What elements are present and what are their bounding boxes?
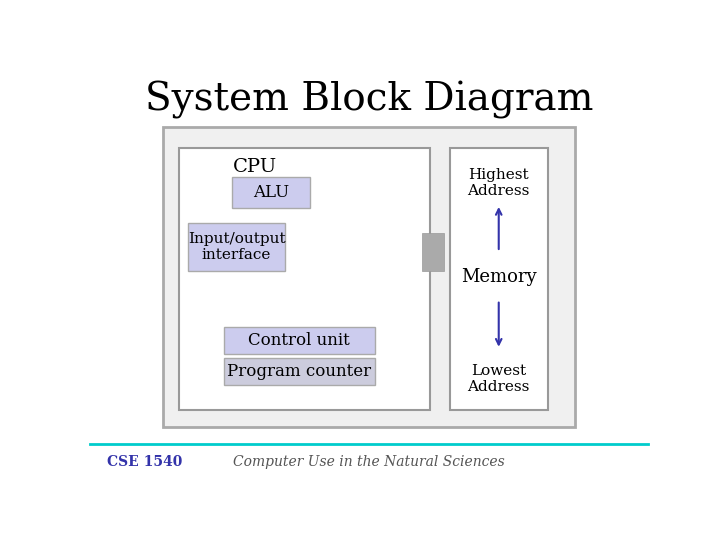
FancyBboxPatch shape xyxy=(188,223,285,271)
Text: Control unit: Control unit xyxy=(248,332,350,348)
Text: Input/output
interface: Input/output interface xyxy=(188,232,285,262)
FancyBboxPatch shape xyxy=(450,148,548,410)
Text: Memory: Memory xyxy=(461,268,536,286)
FancyBboxPatch shape xyxy=(422,233,444,271)
FancyBboxPatch shape xyxy=(224,358,374,385)
Text: System Block Diagram: System Block Diagram xyxy=(145,81,593,119)
Text: CSE 1540: CSE 1540 xyxy=(107,455,182,469)
Text: Lowest
Address: Lowest Address xyxy=(467,363,530,394)
FancyBboxPatch shape xyxy=(179,148,431,410)
FancyBboxPatch shape xyxy=(163,127,575,427)
Text: Program counter: Program counter xyxy=(228,363,372,380)
Text: ALU: ALU xyxy=(253,184,289,201)
FancyBboxPatch shape xyxy=(233,177,310,208)
Text: Highest
Address: Highest Address xyxy=(467,168,530,198)
Text: CPU: CPU xyxy=(233,158,276,176)
Text: Computer Use in the Natural Sciences: Computer Use in the Natural Sciences xyxy=(233,455,505,469)
FancyBboxPatch shape xyxy=(224,327,374,354)
